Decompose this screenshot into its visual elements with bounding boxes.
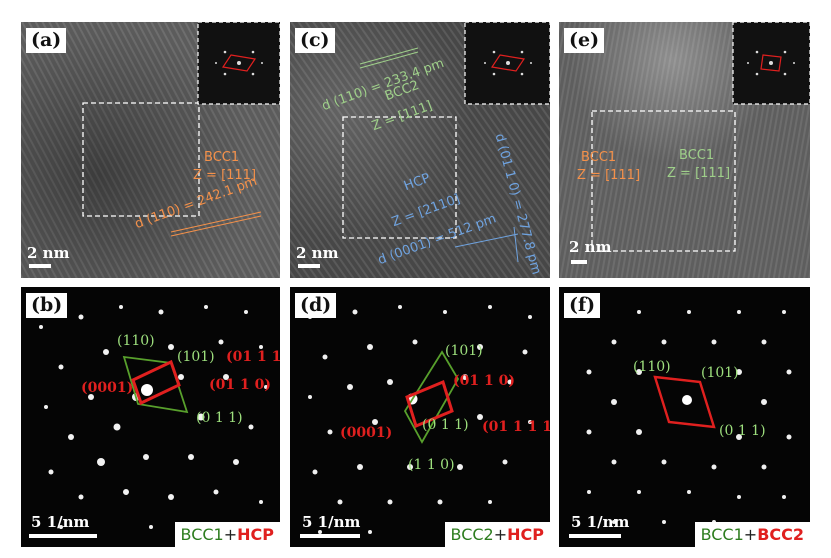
scale-bar-d: [300, 534, 360, 538]
legend-d: BCC2+HCP: [444, 522, 550, 547]
roi-box-c: [342, 116, 457, 239]
index-01-1-0-d: (01 1 0): [453, 373, 515, 389]
scale-bar-c: [298, 264, 320, 268]
hrtem-image-e: [559, 22, 810, 278]
bcc2-cell-outline-f: [653, 375, 716, 429]
index-01-1-1-1-d: (01 1 1 1): [482, 419, 550, 435]
panel-d-saed: (d) (101) (01 1 0) (0001) (0 1 1) (01 1 …: [290, 287, 550, 547]
scale-label-b: 5 1/nm: [31, 513, 90, 531]
index-0-1-1: (0 1 1): [196, 410, 243, 426]
index-0-1-1-d: (0 1 1): [422, 417, 469, 433]
legend-phase-1: BCC1: [180, 525, 224, 544]
hrtem-image-c: [290, 22, 550, 278]
legend-b: BCC1+HCP: [174, 522, 280, 547]
scale-bar-e: [571, 260, 587, 264]
zone-axis-label: Z = [111]: [193, 168, 257, 183]
hcp-cell-outline-d: [405, 379, 454, 429]
zone-axis-right: Z = [111]: [667, 166, 731, 181]
roi-box-e: [591, 110, 736, 252]
legend-f: BCC1+BCC2: [694, 522, 810, 547]
index-0001-d: (0001): [340, 425, 393, 441]
legend-phase-1-d: BCC2: [450, 525, 494, 544]
scale-label-d: 5 1/nm: [302, 513, 361, 531]
saed-pattern-f: [586, 310, 792, 524]
index-101-d: (101): [445, 343, 483, 359]
central-beam-b: [141, 384, 153, 396]
phase-label-bcc1-left: BCC1: [581, 150, 617, 165]
bcc1-cell-outline: [122, 355, 189, 414]
legend-phase-1-f: BCC1: [700, 525, 744, 544]
scale-bar-b: [29, 534, 97, 538]
legend-phase-2-d: HCP: [507, 525, 544, 544]
hcp-cell-outline: [131, 359, 181, 406]
legend-phase-2-f: BCC2: [757, 525, 804, 544]
index-01-1-0: (01 1 0): [209, 377, 271, 393]
panel-tag-e: (e): [564, 28, 605, 53]
roi-box-a: [82, 102, 200, 217]
panel-tag-b: (b): [26, 293, 68, 318]
index-0001: (0001): [81, 380, 134, 396]
index-0-1-1-f: (0 1 1): [719, 423, 766, 439]
scale-label-a: 2 nm: [27, 244, 70, 262]
index-110-f: (110): [633, 359, 671, 375]
panel-tag-d: (d): [295, 293, 337, 318]
central-beam-f: [682, 395, 692, 405]
index-110: (110): [117, 333, 155, 349]
scale-bar-f: [569, 534, 621, 538]
saed-pattern-b: [39, 305, 268, 534]
scale-label-c: 2 nm: [296, 244, 339, 262]
panel-e-hrtem: (e) BCC1 Z = [111] BCC1 Z = [111] 2 nm: [559, 22, 810, 278]
scale-label-e: 2 nm: [569, 238, 612, 256]
legend-plus-d: +: [493, 525, 508, 544]
legend-plus: +: [223, 525, 238, 544]
panel-tag-c: (c): [295, 28, 335, 53]
scale-label-f: 5 1/nm: [571, 513, 630, 531]
index-101: (101): [177, 349, 215, 365]
scale-bar-a: [29, 264, 51, 268]
phase-label-bcc1-right: BCC1: [679, 148, 715, 163]
panel-b-saed: (b) (110) (101) (01 1 1) (0001) (01 1 0)…: [21, 287, 280, 547]
panel-a-hrtem: (a) BCC1 Z = [111] d (110) = 242.1 pm 2 …: [21, 22, 280, 278]
legend-phase-2: HCP: [237, 525, 274, 544]
index-01-1-1: (01 1 1): [226, 349, 280, 365]
hrtem-image-a: [21, 22, 280, 278]
panel-f-saed: (f) (110) (101) (0 1 1) 5 1/nm BCC1+BCC2: [559, 287, 810, 547]
panel-tag-f: (f): [564, 293, 601, 318]
index-1-1-0-d: (1 1 0): [408, 457, 455, 473]
zone-axis-left: Z = [111]: [577, 168, 641, 183]
index-101-f: (101): [701, 365, 739, 381]
phase-label-bcc1: BCC1: [204, 150, 240, 165]
panel-tag-a: (a): [26, 28, 67, 53]
panel-c-hrtem: (c) d (110) = 233.4 pm BCC2 Z = [111] HC…: [290, 22, 550, 278]
saed-pattern-d: [308, 305, 532, 534]
legend-plus-f: +: [743, 525, 758, 544]
